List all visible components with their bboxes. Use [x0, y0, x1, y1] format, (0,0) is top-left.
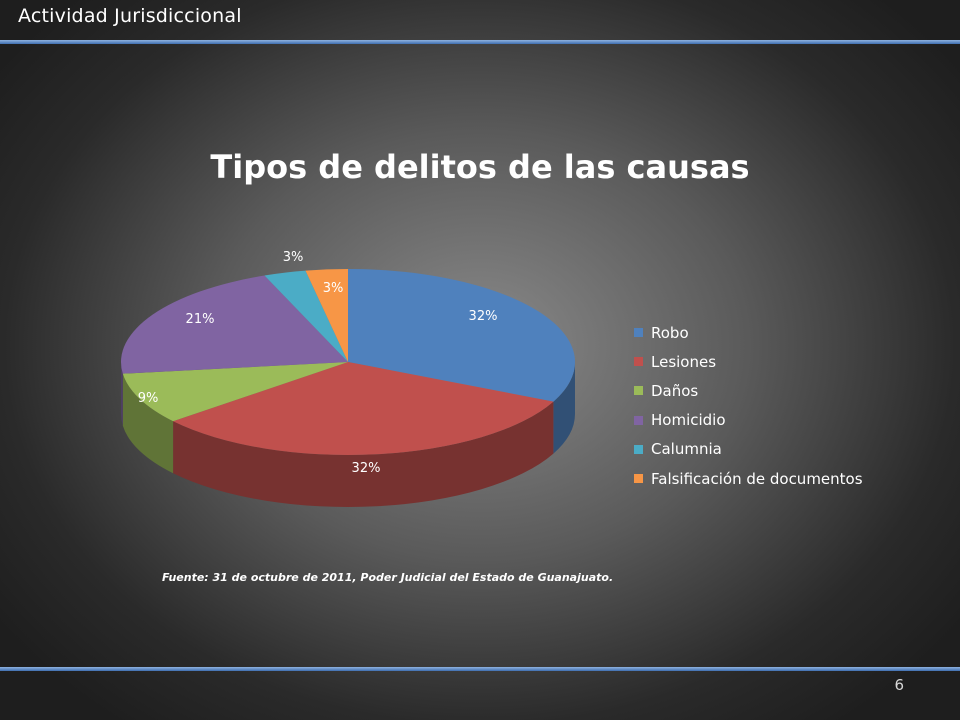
pie-slice-homicidio — [120, 275, 348, 374]
pie-side-robo — [553, 362, 575, 454]
pie-slice-calumnia — [264, 270, 348, 362]
data-label-robo: 32% — [469, 309, 498, 324]
legend-swatch-robo — [634, 328, 643, 338]
pie-side-lesiones — [173, 401, 554, 508]
legend-label-falsificacion-de-documentos: Falsificación de documentos — [651, 469, 863, 488]
legend-label-danos: Daños — [651, 381, 699, 400]
legend-item-robo: Robo — [634, 318, 863, 347]
legend-label-homicidio: Homicidio — [651, 411, 726, 430]
page-number: 6 — [894, 676, 904, 694]
data-label-danos: 9% — [138, 391, 159, 406]
legend-item-lesiones: Lesiones — [634, 347, 863, 376]
pie-side-homicidio — [121, 362, 123, 426]
header-divider — [0, 40, 960, 44]
data-label-homicidio: 21% — [186, 312, 215, 327]
legend-label-lesiones: Lesiones — [651, 352, 717, 371]
pie-slice-lesiones — [173, 362, 554, 456]
chart-legend: Robo Lesiones Daños Homicidio Calumnia Falsif… — [634, 318, 863, 493]
legend-item-falsificacion-de-documentos: Falsificación de documentos — [634, 464, 863, 493]
chart-title: Tipos de delitos de las causas — [210, 148, 750, 186]
legend-swatch-falsificacion-de-documentos — [634, 474, 643, 484]
pie-slice-robo — [348, 269, 575, 402]
data-label-calumnia: 3% — [283, 250, 304, 265]
footer-divider — [0, 667, 960, 671]
legend-item-danos: Daños — [634, 376, 863, 405]
legend-swatch-lesiones — [634, 357, 643, 367]
data-label-lesiones: 32% — [352, 461, 381, 476]
pie-slice-danos — [122, 362, 348, 422]
legend-item-calumnia: Calumnia — [634, 435, 863, 464]
legend-swatch-calumnia — [634, 444, 643, 454]
pie-side-danos — [122, 373, 174, 474]
source-note: Fuente: 31 de octubre de 2011, Poder Jud… — [162, 571, 614, 584]
legend-label-calumnia: Calumnia — [651, 440, 722, 459]
legend-swatch-danos — [634, 386, 643, 396]
data-label-falsificacion-de-documentos: 3% — [323, 281, 344, 296]
legend-label-robo: Robo — [651, 323, 689, 342]
pie-slice-falsificacion-de-documentos — [305, 269, 348, 362]
legend-swatch-homicidio — [634, 415, 643, 425]
header-title: Actividad Jurisdiccional — [18, 5, 242, 27]
legend-item-homicidio: Homicidio — [634, 406, 863, 435]
